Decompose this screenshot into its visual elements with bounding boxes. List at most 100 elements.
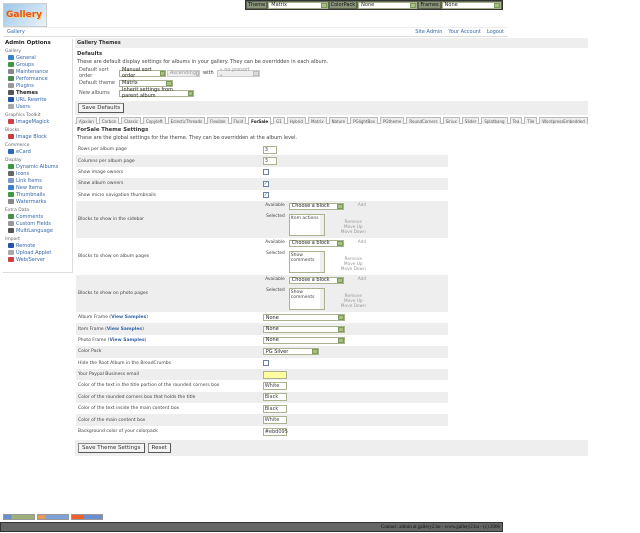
remove-block-button[interactable]: Remove bbox=[344, 293, 362, 299]
album-frame-select[interactable]: None bbox=[262, 314, 345, 322]
tab-copyleft[interactable]: Copyleft bbox=[143, 117, 166, 124]
reset-button[interactable]: Reset bbox=[147, 443, 171, 454]
sidebar-item-upload-applet[interactable]: Upload Applet bbox=[5, 249, 70, 256]
tab-g1[interactable]: G1 bbox=[273, 117, 285, 124]
title-text-color-input[interactable]: White bbox=[262, 381, 287, 390]
sidebar-item-custom-fields[interactable]: Custom Fields bbox=[5, 220, 70, 227]
theme-select[interactable]: Matrix bbox=[268, 1, 328, 9]
add-block-button[interactable]: Add bbox=[357, 202, 367, 208]
sidebar-item-thumbnails[interactable]: Thumbnails bbox=[5, 191, 70, 198]
move-up-button[interactable]: Move Up bbox=[343, 298, 363, 304]
selected-blocks-list[interactable]: Show comments bbox=[288, 250, 325, 273]
rows-per-page-input[interactable]: 3 bbox=[262, 145, 277, 154]
sidebar-item-url-rewrite[interactable]: URL Rewrite bbox=[5, 96, 70, 103]
tab-carbon[interactable]: Carbon bbox=[98, 117, 120, 124]
site-admin-link[interactable]: Site Admin bbox=[415, 29, 443, 35]
tab-hybrid[interactable]: Hybrid bbox=[286, 117, 306, 124]
content-text-color-input[interactable]: Black bbox=[262, 404, 287, 413]
rounded-box-color-input[interactable]: Black bbox=[262, 393, 287, 402]
sidebar-item-users[interactable]: Users bbox=[5, 103, 70, 110]
sidebar-item-themes[interactable]: Themes bbox=[5, 89, 70, 96]
view-samples-link[interactable]: View Samples bbox=[106, 326, 143, 332]
add-block-button[interactable]: Add bbox=[357, 239, 367, 245]
save-defaults-button[interactable]: Save Defaults bbox=[78, 103, 125, 113]
move-up-button[interactable]: Move Up bbox=[343, 261, 363, 267]
move-down-button[interactable]: Move Down bbox=[340, 229, 366, 235]
new-albums-select[interactable]: Inherit settings from parent album bbox=[119, 87, 194, 99]
sidebar-item-plugins[interactable]: Plugins bbox=[5, 82, 70, 89]
tab-pgtheme[interactable]: PGtheme bbox=[379, 117, 405, 124]
sidebar-item-icons[interactable]: Icons bbox=[5, 170, 70, 177]
tab-tile[interactable]: Tile bbox=[524, 117, 538, 124]
tab-roundcorners[interactable]: RoundCorners bbox=[406, 117, 441, 124]
tab-fluid[interactable]: Fluid bbox=[230, 117, 247, 124]
show-album-owners-checkbox[interactable]: ✓ bbox=[262, 180, 269, 187]
sort-direction-select[interactable]: Ascending bbox=[167, 69, 200, 77]
tab-eclecticthreads[interactable]: EclecticThreads bbox=[167, 117, 206, 124]
sidebar-item-imagemagick[interactable]: ImageMagick bbox=[5, 118, 70, 125]
selected-blocks-list[interactable]: Item actions bbox=[288, 213, 325, 236]
tab-splatbang[interactable]: Splatbang bbox=[481, 117, 508, 124]
tab-flexible[interactable]: Flexible bbox=[207, 117, 229, 124]
default-theme-select[interactable]: Matrix bbox=[119, 79, 173, 87]
tab-tea[interactable]: Tea bbox=[509, 117, 523, 124]
content-box-color-input[interactable]: White bbox=[262, 416, 287, 425]
available-blocks-select[interactable]: Choose a block bbox=[288, 239, 344, 247]
sidebar-item-groups[interactable]: Groups bbox=[5, 61, 70, 68]
save-theme-settings-button[interactable]: Save Theme Settings bbox=[78, 443, 145, 454]
gallery-badge[interactable] bbox=[3, 514, 35, 520]
sidebar-item-maintenance[interactable]: Maintenance bbox=[5, 68, 70, 75]
sidebar-item-general[interactable]: General bbox=[5, 54, 70, 61]
frames-select[interactable]: None bbox=[441, 1, 501, 9]
colorpack-select[interactable]: None bbox=[358, 1, 418, 9]
move-down-button[interactable]: Move Down bbox=[340, 266, 366, 272]
move-down-button[interactable]: Move Down bbox=[340, 303, 366, 309]
tab-matrix[interactable]: Matrix bbox=[307, 117, 327, 124]
view-samples-link[interactable]: View Samples bbox=[111, 315, 147, 321]
photo-frame-select[interactable]: None bbox=[262, 336, 345, 344]
hide-root-album-checkbox[interactable] bbox=[262, 360, 269, 367]
tab-wordpressembedded[interactable]: WordpressEmbedded bbox=[539, 117, 588, 124]
sidebar-item-multilanguage[interactable]: MultiLanguage bbox=[5, 227, 70, 234]
tab-pglightbox[interactable]: PGlightBox bbox=[350, 117, 378, 124]
sidebar-item-ecard[interactable]: eCard bbox=[5, 148, 70, 155]
view-samples-link[interactable]: View Samples bbox=[109, 337, 145, 343]
available-blocks-select[interactable]: Choose a block bbox=[288, 202, 344, 210]
add-block-button[interactable]: Add bbox=[357, 276, 367, 282]
paypal-email-input[interactable] bbox=[262, 370, 287, 379]
tab-siriux[interactable]: Siriux bbox=[442, 117, 460, 124]
tab-nature[interactable]: Nature bbox=[328, 117, 349, 124]
your-account-link[interactable]: Your Account bbox=[448, 29, 481, 35]
sidebar-item-web-server[interactable]: Web/Server bbox=[5, 256, 70, 263]
columns-per-page-input[interactable]: 3 bbox=[262, 157, 277, 166]
logout-link[interactable]: Logout bbox=[486, 29, 504, 35]
gallery-logo[interactable]: Gallery bbox=[3, 3, 47, 27]
remove-block-button[interactable]: Remove bbox=[344, 256, 362, 262]
tab-slider[interactable]: Slider bbox=[461, 117, 480, 124]
sidebar-item-remote[interactable]: Remote bbox=[5, 242, 70, 249]
show-micro-nav-checkbox[interactable]: ✓ bbox=[262, 192, 269, 199]
sidebar-item-link-items[interactable]: Link Items bbox=[5, 177, 70, 184]
move-up-button[interactable]: Move Up bbox=[343, 224, 363, 230]
sidebar-item-dynamic-albums[interactable]: Dynamic Albums bbox=[5, 163, 70, 170]
sidebar-item-comments[interactable]: Comments bbox=[5, 213, 70, 220]
sort-order-select[interactable]: Manual sort order bbox=[119, 67, 166, 79]
tab-ajaxian[interactable]: Ajaxian bbox=[76, 117, 97, 124]
color-pack-select[interactable]: PG Silver bbox=[262, 348, 319, 356]
sidebar-item-image-block[interactable]: Image Block bbox=[5, 133, 70, 140]
breadcrumb-gallery-link[interactable]: Gallery bbox=[7, 29, 25, 35]
sidebar-item-watermarks[interactable]: Watermarks bbox=[5, 198, 70, 205]
selected-blocks-list[interactable]: Show comments bbox=[288, 287, 325, 310]
background-color-input[interactable]: #ebd095 bbox=[262, 427, 288, 436]
remove-block-button[interactable]: Remove bbox=[344, 219, 362, 225]
sidebar-item-new-items[interactable]: New Items bbox=[5, 184, 70, 191]
item-frame-select[interactable]: None bbox=[262, 325, 345, 333]
tab-forsale[interactable]: ForSale bbox=[248, 117, 272, 125]
sidebar-item-performance[interactable]: Performance bbox=[5, 75, 70, 82]
available-blocks-select[interactable]: Choose a block bbox=[288, 276, 344, 284]
presort-select[interactable]: « no presort » bbox=[216, 67, 260, 79]
show-image-owners-checkbox[interactable] bbox=[262, 169, 269, 176]
php-badge[interactable] bbox=[71, 514, 103, 520]
imagemagick-badge[interactable] bbox=[37, 514, 69, 520]
tab-classic[interactable]: Classic bbox=[121, 117, 142, 124]
